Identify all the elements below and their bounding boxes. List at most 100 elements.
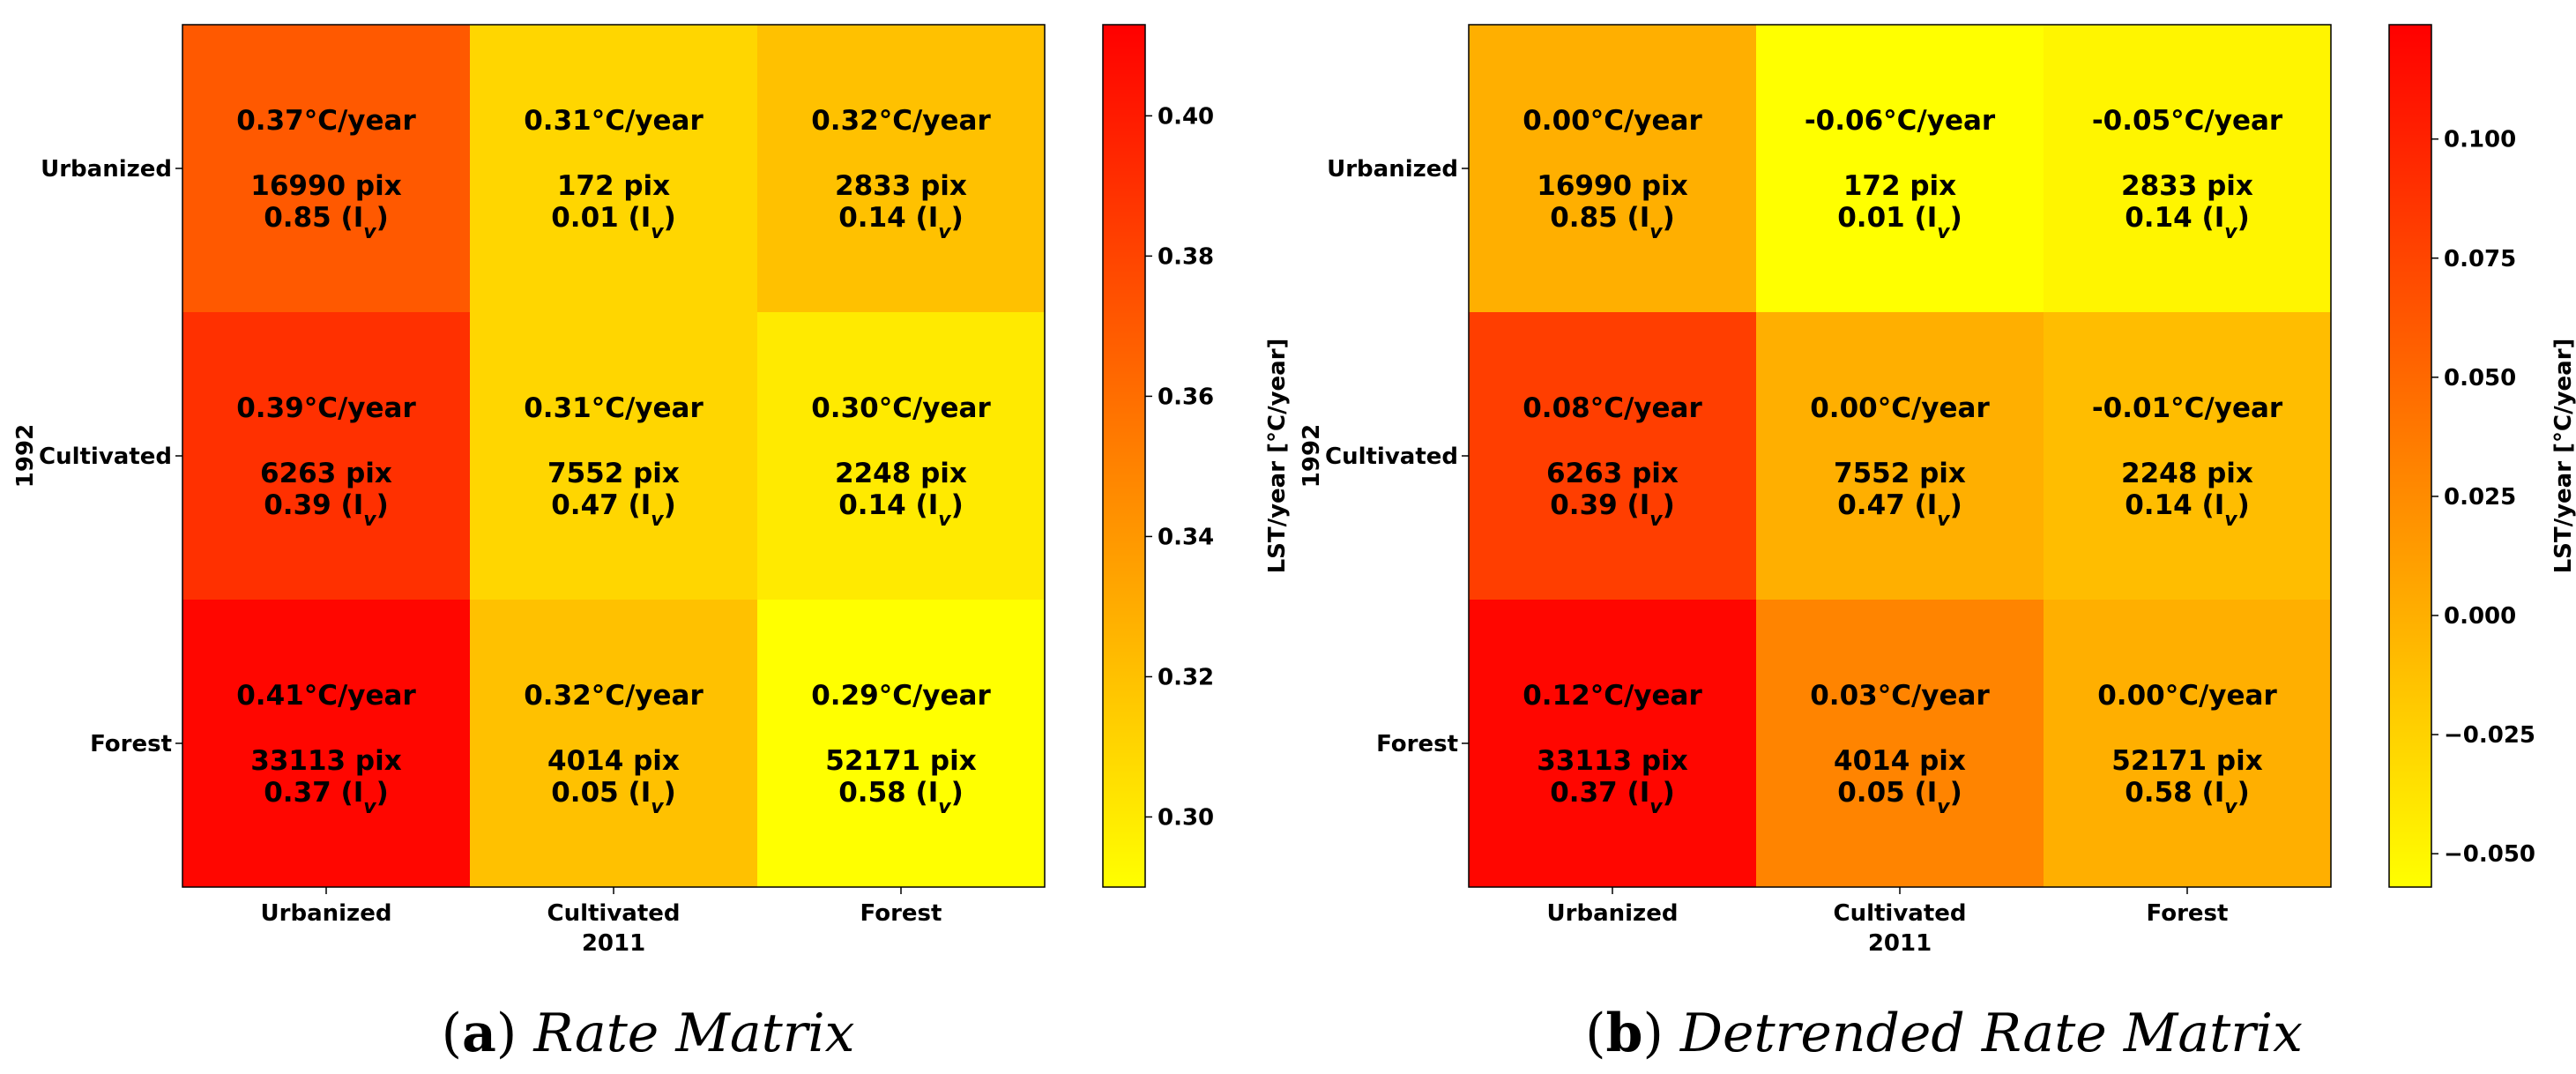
cell-index-value: 0.37 (Iv) [264, 777, 389, 818]
cell-rate-label: 0.29°C/year [811, 680, 991, 712]
heatmap-cell-rect [182, 312, 470, 600]
cell-index-value: 0.14 (Iv) [2125, 202, 2250, 243]
cell-rate-label: -0.05°C/year [2092, 105, 2283, 137]
colorbar-tick-label: 0.025 [2444, 484, 2516, 511]
colorbar-tick-label: 0.075 [2444, 246, 2516, 272]
heatmap-cell-rect [757, 312, 1045, 600]
cell-rate-label: 0.30°C/year [811, 392, 991, 424]
heatmap-cell-rect [2044, 25, 2331, 312]
cell-index-value: 0.47 (Iv) [551, 489, 676, 531]
cell-pixel-count: 2833 pix [835, 170, 967, 202]
heatmap-cell-rect [1756, 25, 2044, 312]
colorbar-tick-label: 0.100 [2444, 127, 2516, 153]
cell-rate-label: 0.12°C/year [1523, 680, 1702, 712]
cell-rate-label: 0.00°C/year [1523, 105, 1702, 137]
heatmap-cell-rect [470, 600, 757, 887]
cell-pixel-count: 4014 pix [1834, 745, 1966, 777]
cell-pixel-count: 33113 pix [1537, 745, 1687, 777]
heatmap-cell-rect [1469, 25, 1756, 312]
cell-pixel-count: 4014 pix [547, 745, 680, 777]
x-axis-label: 2011 [582, 930, 645, 957]
cell-index-value: 0.85 (Iv) [1550, 202, 1675, 243]
heatmap-cell-rect [470, 312, 757, 600]
x-tick-label: Cultivated [547, 900, 680, 927]
panel-caption: (a) Rate Matrix [442, 1003, 855, 1064]
cell-index-value: 0.14 (Iv) [2125, 489, 2250, 531]
cell-rate-label: 0.39°C/year [236, 392, 416, 424]
cell-rate-label: 0.41°C/year [236, 680, 416, 712]
heatmap-cell-rect [757, 600, 1045, 887]
y-tick-label: Urbanized [41, 156, 172, 183]
colorbar-tick-label: 0.36 [1158, 384, 1214, 410]
heatmap-cell-rect [1469, 600, 1756, 887]
cell-pixel-count: 6263 pix [260, 458, 392, 489]
cell-index-value: 0.05 (Iv) [1837, 777, 1962, 818]
colorbar-tick-label: −0.025 [2444, 722, 2535, 749]
colorbar-tick-label: 0.000 [2444, 603, 2516, 630]
cell-pixel-count: 172 pix [1843, 170, 1956, 202]
cell-pixel-count: 52171 pix [825, 745, 976, 777]
heatmap-cell-rect [2044, 600, 2331, 887]
heatmap-cell-rect [470, 25, 757, 312]
x-tick-label: Urbanized [261, 900, 392, 927]
colorbar-tick-label: 0.050 [2444, 365, 2516, 392]
cell-pixel-count: 6263 pix [1546, 458, 1679, 489]
cell-pixel-count: 2248 pix [2121, 458, 2253, 489]
x-tick-label: Urbanized [1547, 900, 1679, 927]
cell-index-value: 0.01 (Iv) [1837, 202, 1962, 243]
cell-pixel-count: 7552 pix [1834, 458, 1966, 489]
x-tick-label: Forest [860, 900, 942, 927]
cell-index-value: 0.01 (Iv) [551, 202, 676, 243]
heatmap-cell-rect [1756, 312, 2044, 600]
y-tick-label: Urbanized [1327, 156, 1458, 183]
panel-caption: (b) Detrended Rate Matrix [1585, 1003, 2303, 1064]
cell-rate-label: 0.00°C/year [1810, 392, 1990, 424]
y-axis-label: 1992 [12, 424, 39, 488]
cell-pixel-count: 16990 pix [250, 170, 401, 202]
cell-pixel-count: 172 pix [557, 170, 670, 202]
heatmap-cell-rect [757, 25, 1045, 312]
cell-index-value: 0.37 (Iv) [1550, 777, 1675, 818]
cell-index-value: 0.58 (Iv) [2125, 777, 2250, 818]
x-tick-label: Cultivated [1833, 900, 1966, 927]
y-tick-label: Forest [1376, 731, 1458, 757]
cell-index-value: 0.39 (Iv) [264, 489, 389, 531]
cell-pixel-count: 7552 pix [547, 458, 680, 489]
cell-rate-label: 0.08°C/year [1523, 392, 1702, 424]
cell-index-value: 0.58 (Iv) [838, 777, 964, 818]
heatmap-cell-rect [182, 25, 470, 312]
cell-rate-label: 0.32°C/year [524, 680, 704, 712]
cell-rate-label: 0.00°C/year [2097, 680, 2277, 712]
y-tick-label: Forest [90, 731, 172, 757]
x-axis-label: 2011 [1868, 930, 1932, 957]
colorbar-label: LST/year [°C/year] [1264, 339, 1291, 574]
cell-pixel-count: 33113 pix [250, 745, 401, 777]
heatmap-cell-rect [182, 600, 470, 887]
colorbar-label: LST/year [°C/year] [2550, 339, 2576, 574]
cell-rate-label: 0.31°C/year [524, 105, 704, 137]
cell-index-value: 0.14 (Iv) [838, 489, 964, 531]
colorbar-tick-label: −0.050 [2444, 841, 2535, 868]
cell-index-value: 0.47 (Iv) [1837, 489, 1962, 531]
x-tick-label: Forest [2147, 900, 2229, 927]
cell-pixel-count: 16990 pix [1537, 170, 1687, 202]
y-tick-label: Cultivated [1325, 444, 1458, 470]
cell-rate-label: -0.06°C/year [1805, 105, 1996, 137]
colorbar-tick-label: 0.30 [1158, 804, 1214, 831]
cell-index-value: 0.05 (Iv) [551, 777, 676, 818]
